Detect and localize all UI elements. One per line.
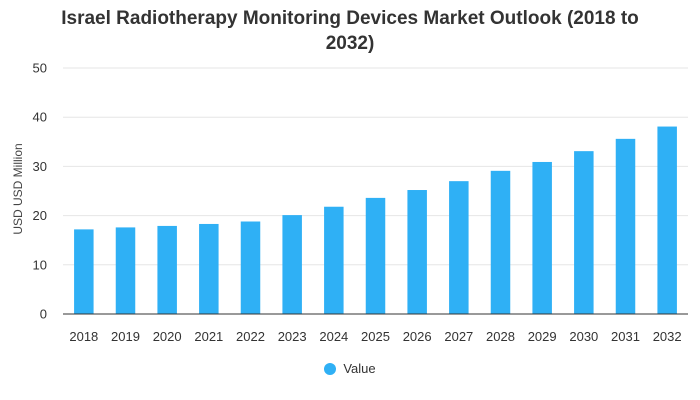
legend: Value bbox=[0, 361, 700, 376]
y-tick-label-30: 30 bbox=[33, 159, 47, 174]
bar-2018[interactable] bbox=[74, 229, 94, 314]
x-tick-label-2032: 2032 bbox=[653, 329, 682, 344]
bar-2030[interactable] bbox=[574, 151, 594, 314]
x-tick-label-2030: 2030 bbox=[569, 329, 598, 344]
y-tick-label-40: 40 bbox=[33, 110, 47, 125]
bar-2027[interactable] bbox=[449, 181, 469, 314]
x-tick-label-2021: 2021 bbox=[194, 329, 223, 344]
bar-2028[interactable] bbox=[490, 170, 511, 314]
x-tick-label-2027: 2027 bbox=[444, 329, 473, 344]
y-tick-label-0: 0 bbox=[40, 307, 47, 322]
x-tick-label-2020: 2020 bbox=[153, 329, 182, 344]
legend-item-value[interactable]: Value bbox=[324, 361, 376, 376]
x-tick-label-2018: 2018 bbox=[69, 329, 98, 344]
bar-2019[interactable] bbox=[115, 227, 136, 314]
bar-2021[interactable] bbox=[199, 223, 219, 314]
bar-2020[interactable] bbox=[157, 225, 177, 314]
x-tick-label-2026: 2026 bbox=[403, 329, 432, 344]
bar-2029[interactable] bbox=[532, 161, 552, 314]
x-tick-label-2024: 2024 bbox=[319, 329, 348, 344]
x-tick-label-2025: 2025 bbox=[361, 329, 390, 344]
bar-2031[interactable] bbox=[615, 138, 636, 314]
chart-title: Israel Radiotherapy Monitoring Devices M… bbox=[61, 8, 639, 54]
x-tick-label-2031: 2031 bbox=[611, 329, 640, 344]
x-tick-label-2022: 2022 bbox=[236, 329, 265, 344]
legend-label: Value bbox=[343, 361, 376, 376]
bar-2026[interactable] bbox=[407, 190, 427, 314]
y-axis-title: USD USD Million bbox=[11, 143, 25, 234]
bar-2022[interactable] bbox=[240, 221, 261, 315]
bar-2023[interactable] bbox=[282, 215, 302, 314]
y-tick-label-50: 50 bbox=[33, 61, 47, 76]
x-tick-label-2019: 2019 bbox=[111, 329, 140, 344]
x-tick-label-2023: 2023 bbox=[278, 329, 307, 344]
y-tick-label-20: 20 bbox=[33, 208, 47, 223]
y-tick-label-10: 10 bbox=[33, 257, 47, 272]
bar-2032[interactable] bbox=[657, 126, 677, 314]
bar-2024[interactable] bbox=[324, 206, 344, 314]
x-tick-label-2028: 2028 bbox=[486, 329, 515, 344]
x-tick-label-2029: 2029 bbox=[528, 329, 557, 344]
bars bbox=[74, 126, 677, 315]
legend-swatch-icon bbox=[324, 362, 337, 375]
bar-2025[interactable] bbox=[365, 197, 386, 314]
